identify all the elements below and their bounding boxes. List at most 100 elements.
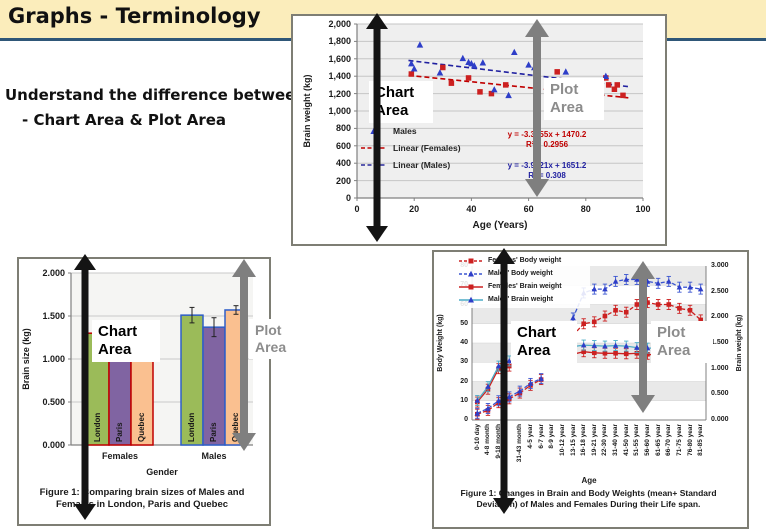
square-marker [605, 82, 612, 88]
y-axis-title-left: Body Weight (kg) [437, 314, 444, 372]
x-axis-title: Gender [146, 467, 178, 477]
x-category-label: 41-50 year [622, 424, 630, 456]
arrowhead-up-icon [232, 259, 256, 277]
y-tick-label: 1,800 [328, 36, 351, 47]
square-marker [687, 307, 693, 313]
chart-caption: Figure 1: Comparing brain sizes of Males… [39, 487, 245, 511]
slide-title: Graphs - Terminology [8, 4, 261, 28]
square-marker [468, 258, 474, 264]
x-category-label: 16-18 year [580, 424, 588, 456]
triangle-marker [580, 342, 587, 348]
intro-line-1: Understand the difference between: [5, 86, 312, 104]
arrowhead-down-icon [493, 498, 515, 514]
triangle-marker [623, 276, 629, 282]
triangle-marker [517, 388, 523, 394]
square-marker [448, 80, 455, 86]
square-marker [623, 309, 629, 315]
triangle-marker [468, 270, 474, 277]
x-tick-label: 0 [354, 204, 360, 214]
y-tick-label-left: 10 [460, 396, 468, 404]
triangle-marker [410, 65, 418, 72]
legend-label: Linear (Females) [393, 143, 461, 153]
triangle-marker [485, 383, 491, 389]
y-tick-label: 1,400 [328, 71, 351, 82]
chart-area-label-bar: Chart Area [92, 320, 160, 362]
square-marker [698, 317, 703, 323]
arrowhead-down-icon [366, 226, 388, 242]
chart-area-arrow-bar [72, 254, 98, 520]
square-marker [440, 64, 446, 71]
x-category-label: 4-5 year [527, 424, 534, 449]
chart-area-arrow-line [491, 248, 517, 514]
square-marker [611, 86, 618, 92]
square-marker [645, 300, 650, 305]
y-tick-label-right: 2.000 [711, 313, 729, 321]
y-tick-label: 600 [335, 140, 351, 151]
trendline-r2: R² = 0.308 [528, 171, 566, 180]
square-marker [581, 321, 586, 327]
triangle-marker [511, 48, 518, 56]
triangle-marker [697, 286, 704, 292]
y-tick-label: 1,200 [328, 88, 351, 99]
x-category-label: 81-85 year [697, 424, 705, 456]
square-marker [645, 351, 650, 357]
arrowhead-down-icon [631, 395, 655, 413]
bar-label: Paris [115, 422, 124, 442]
x-tick-label: 80 [580, 204, 591, 214]
y-tick-label-right: 3.000 [711, 262, 729, 269]
y-tick-label: 800 [335, 123, 351, 134]
x-tick-label: 20 [409, 204, 420, 214]
y-tick-label: 0.500 [42, 397, 65, 407]
triangle-marker [470, 62, 478, 69]
y-tick-label: 400 [335, 158, 351, 169]
triangle-marker [602, 72, 610, 79]
x-tick-label: 40 [466, 204, 477, 214]
arrowhead-up-icon [525, 19, 549, 37]
square-marker [502, 82, 509, 88]
arrow-shaft [240, 272, 248, 438]
plot-band [472, 304, 706, 324]
x-category-label: 56-60 year [644, 424, 651, 456]
legend-item: Females' Body weight [458, 256, 590, 268]
y-tick-label: 1,600 [328, 53, 351, 64]
x-category-label: 22-30 year [601, 424, 609, 456]
y-tick-label-left: 50 [460, 319, 468, 327]
square-marker [613, 350, 618, 356]
square-marker [655, 302, 661, 307]
plot-area-arrow-line [630, 261, 656, 413]
triangle-marker [562, 68, 570, 75]
y-axis-title: Brain size (kg) [21, 328, 31, 390]
y-tick-label: 200 [335, 175, 351, 186]
square-marker [592, 319, 597, 325]
x-tick-label: 100 [635, 204, 651, 214]
trendline-equation: y = -3.3555x + 1470.2 [507, 130, 587, 139]
x-tick-label: 60 [523, 204, 534, 214]
x-axis-title: Age [581, 476, 597, 485]
triangle-marker [655, 280, 661, 286]
triangle-marker [623, 343, 629, 349]
plot-area-arrow-bar [231, 259, 257, 451]
arrowhead-down-icon [525, 179, 549, 197]
arrow-shaft [500, 261, 508, 501]
arrow-shaft [373, 26, 381, 229]
y-tick-label: 1.500 [42, 311, 65, 321]
triangle-marker [634, 276, 640, 282]
triangle-marker [676, 284, 683, 290]
triangle-marker [591, 342, 598, 348]
line-chart-panel: 010203040506070800.0000.5001.0001.5002.0… [432, 250, 749, 529]
plot-area-arrow-scatter [524, 19, 550, 197]
y-tick-label-right: 2.500 [711, 287, 729, 295]
y-tick-label-left: 20 [460, 377, 468, 385]
triangle-marker [591, 286, 598, 292]
y-tick-label-left: 40 [460, 339, 468, 346]
arrowhead-up-icon [366, 13, 388, 29]
square-marker [634, 302, 640, 307]
bar-chart-panel: London London Paris Paris Quebec Quebec 0.000 0… [17, 257, 271, 526]
y-tick-label-right: 0.000 [711, 416, 729, 423]
legend-marker-icon [459, 258, 483, 264]
triangle-marker [666, 278, 672, 284]
triangle-marker [474, 397, 481, 403]
y-tick-label: 0 [345, 193, 351, 203]
trendline-r2: R² = 0.2956 [525, 140, 569, 149]
triangle-marker [495, 397, 502, 404]
